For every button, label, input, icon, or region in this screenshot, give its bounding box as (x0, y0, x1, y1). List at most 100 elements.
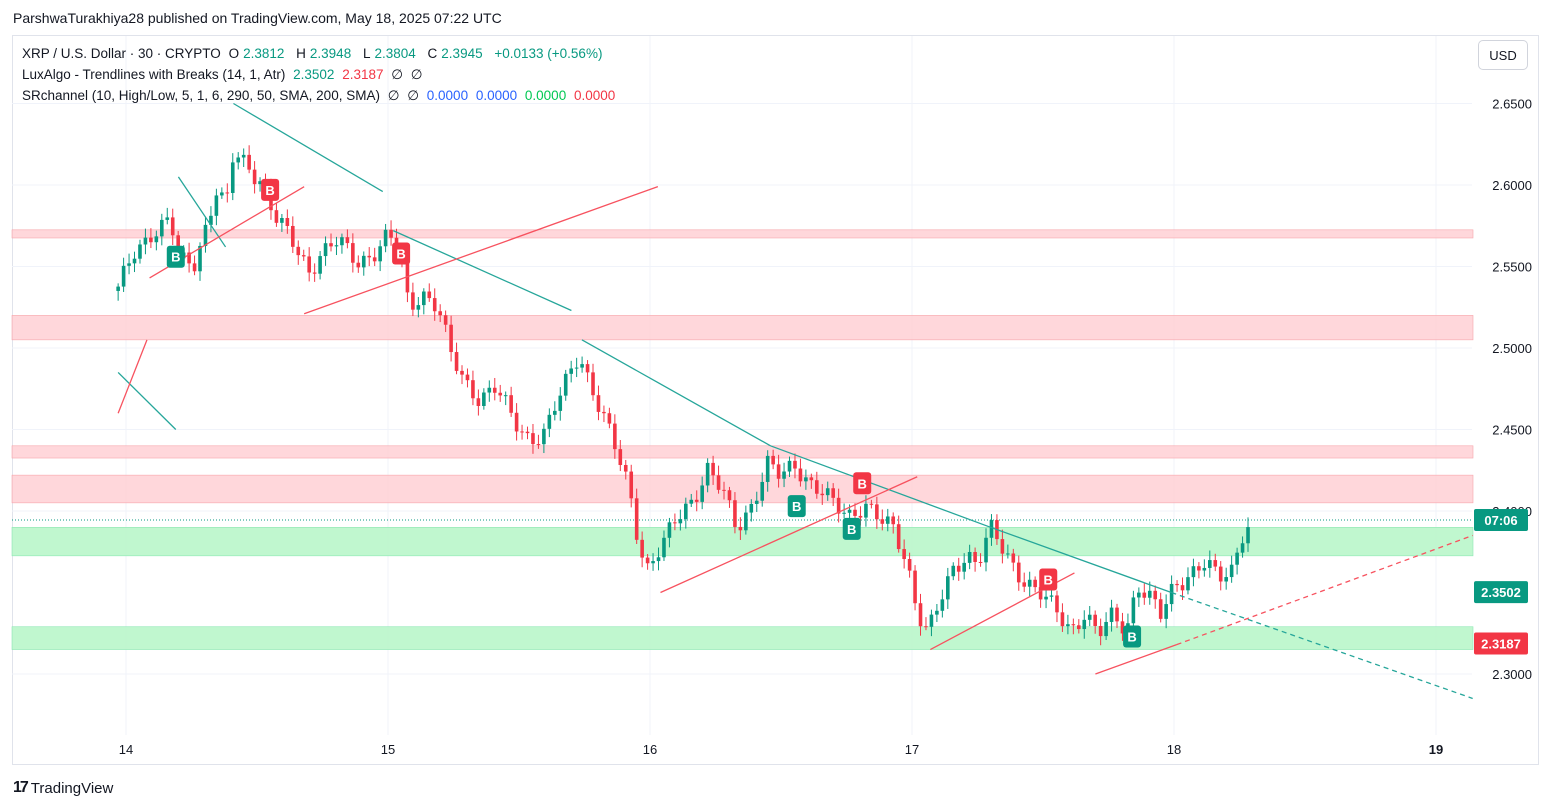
candle-body (209, 215, 213, 225)
candle-body (367, 255, 372, 258)
candle-body (323, 243, 328, 257)
candle-body (684, 503, 688, 520)
candle-body (487, 387, 492, 393)
candle-body (307, 256, 311, 273)
resistance-zone (11, 474, 1474, 504)
candlesticks (116, 145, 1250, 646)
break-marker (392, 242, 411, 265)
candle-body (241, 154, 246, 158)
candle-body (563, 373, 568, 396)
candle-body (913, 570, 917, 604)
candle-body (498, 392, 503, 396)
candle-body (738, 526, 743, 531)
candle-body (924, 626, 928, 628)
candle-body (1213, 560, 1218, 567)
candle-body (825, 488, 830, 496)
candle-body (285, 217, 290, 226)
candle-body (416, 305, 421, 310)
open-value: O 2.3812 (228, 46, 285, 61)
price-tick-label: 2.6500 (1492, 97, 1532, 112)
candle-body (525, 431, 530, 434)
trendline (392, 230, 572, 312)
candle-body (667, 522, 672, 538)
candle-body (443, 315, 448, 325)
candle-body (1235, 552, 1239, 565)
candle-body (940, 599, 945, 611)
candle-body (978, 561, 983, 563)
candle-body (280, 217, 284, 223)
indicator-value: ∅ (407, 88, 420, 103)
candle-body (984, 537, 988, 563)
candle-body (1202, 567, 1207, 571)
brand-name: TradingView (30, 779, 114, 797)
candle-body (427, 291, 432, 299)
candle-body (345, 237, 350, 244)
time-tick-label: 14 (119, 742, 133, 757)
candle-body (820, 493, 825, 496)
candle-body (449, 324, 453, 353)
break-marker (1123, 625, 1142, 648)
candle-body (389, 229, 393, 238)
candle-body (902, 549, 906, 560)
indicator-value: 2.3502 (293, 67, 335, 82)
footer-brand[interactable]: 17 TradingView (13, 779, 113, 797)
candle-body (673, 522, 677, 524)
candle-body (170, 217, 175, 236)
candle-body (214, 195, 219, 216)
candle-body (607, 413, 612, 424)
candle-body (929, 614, 934, 627)
candle-body (711, 462, 715, 476)
currency-button[interactable]: USD (1478, 40, 1528, 70)
resistance-zone (11, 315, 1474, 341)
time-tick-label: 16 (643, 742, 657, 757)
candle-body (225, 192, 230, 194)
candle-body (967, 551, 972, 563)
candle-body (1093, 614, 1097, 626)
candle-body (1115, 607, 1119, 622)
candle-body (765, 455, 770, 482)
candle-body (411, 292, 415, 310)
candle-body (689, 499, 694, 504)
trendline (581, 339, 771, 447)
candle-body (1208, 560, 1212, 568)
time-tick-label: 18 (1167, 742, 1181, 757)
candle-body (1022, 582, 1027, 587)
candle-body (962, 562, 966, 572)
publisher-credit: ParshwaTurakhiya28 published on TradingV… (13, 10, 502, 26)
candle-body (645, 557, 650, 564)
candle-body (896, 524, 901, 550)
candle-body (121, 265, 126, 287)
candle-body (776, 464, 781, 479)
high-value: H 2.3948 (296, 46, 352, 61)
candle-body (613, 423, 617, 450)
candle-body (291, 225, 295, 247)
price-labels: 07:06 2.3502 2.3187 (1474, 508, 1528, 655)
candle-body (956, 565, 961, 572)
candle-body (880, 519, 885, 524)
low-value: L 2.3804 (362, 46, 416, 61)
trendline (303, 186, 659, 315)
indicator-name: LuxAlgo - Trendlines with Breaks (14, 1,… (22, 67, 286, 82)
time-tick-label: 19 (1429, 742, 1443, 757)
symbol-title: XRP / U.S. Dollar · 30 · CRYPTO (22, 46, 221, 61)
trendline (770, 445, 991, 528)
candle-body (918, 603, 923, 627)
break-marker (1039, 568, 1058, 591)
candle-body (252, 169, 257, 185)
candle-body (1016, 562, 1021, 583)
candle-body (356, 262, 361, 268)
candle-body (1137, 592, 1141, 598)
trendline (117, 371, 177, 430)
candle-body (383, 229, 388, 247)
candle-body (722, 489, 726, 491)
price-label-box (1474, 632, 1528, 655)
trendline (233, 102, 384, 193)
candle-body (203, 224, 208, 246)
price-label-box (1474, 508, 1528, 531)
support-zone (11, 526, 1474, 557)
resistance-zone (11, 445, 1474, 459)
time-axis: 14 15 16 17 18 19 (119, 742, 1443, 757)
candle-body (318, 256, 322, 274)
candle-body (694, 499, 699, 502)
